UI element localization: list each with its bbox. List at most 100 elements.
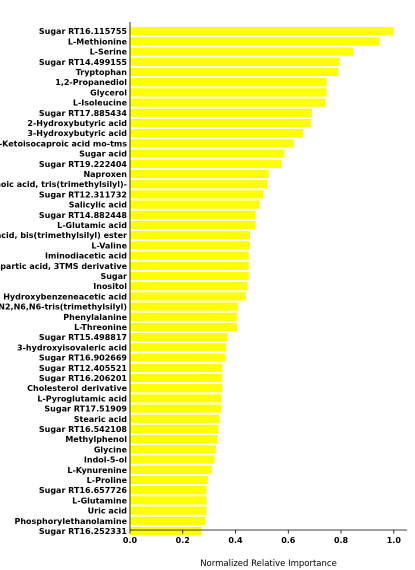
- bar: [130, 445, 216, 454]
- category-label: Methylphenol: [65, 435, 127, 444]
- bar: [130, 343, 227, 352]
- bar: [130, 465, 212, 474]
- bar: [130, 414, 220, 423]
- bar: [130, 78, 327, 87]
- category-label: 1,2-Propanediol: [55, 78, 127, 87]
- x-tick-label: 0.4: [228, 536, 243, 545]
- bar: [130, 159, 282, 168]
- bar: [130, 322, 237, 332]
- bar: [130, 475, 208, 485]
- category-label: Sugar RT14.882448: [39, 211, 128, 220]
- bar: [130, 210, 256, 219]
- bar: [130, 435, 218, 444]
- category-label: Quinolinic acid, bis(trimethylsilyl) est…: [0, 231, 127, 240]
- bar: [130, 139, 294, 148]
- category-label: L-Glutamic acid: [57, 221, 127, 230]
- bar: [130, 149, 285, 158]
- axes-group: [129, 22, 407, 531]
- category-label: Cholesterol derivative: [27, 384, 127, 393]
- bar: [130, 271, 249, 281]
- category-label: Sugar: [100, 272, 127, 281]
- category-label: Sugar RT16.902669: [39, 354, 128, 363]
- bar: [130, 27, 394, 36]
- bar: [130, 312, 237, 321]
- x-tick-label: 0.2: [176, 536, 190, 545]
- category-label: Sugar RT16.542108: [39, 425, 128, 434]
- bar: [130, 67, 339, 77]
- bar: [130, 88, 327, 97]
- category-label: L-Serine: [90, 48, 128, 57]
- bar: [130, 302, 239, 311]
- category-label: Sugar RT17.885434: [39, 109, 128, 118]
- category-label: L-Pyroglutamic acid: [37, 394, 127, 403]
- category-label: L-Valine: [91, 241, 127, 250]
- category-label: L-Lysine, N2,N6,N6-tris(trimethylsilyl): [0, 303, 127, 312]
- category-label: L-Glutamine: [72, 496, 127, 505]
- bar: [130, 384, 223, 393]
- category-label: Glycerol: [90, 88, 127, 97]
- bar: [130, 118, 311, 128]
- category-label: Phenylalanine: [63, 313, 127, 322]
- category-label: Phosphorylethanolamine: [14, 517, 127, 526]
- bar: [130, 241, 251, 250]
- category-label: Sugar RT14.499155: [39, 58, 128, 67]
- x-tick-label: 0.0: [123, 536, 138, 545]
- bar: [130, 282, 248, 291]
- category-label: 2-Hydroxybutyric acid: [27, 119, 127, 128]
- category-label: Salicylic acid: [69, 201, 127, 210]
- category-label: Sugar RT16.252331: [39, 527, 128, 536]
- category-label: Sugar RT15.498817: [39, 333, 127, 342]
- category-label: L-Isoleucine: [73, 99, 128, 108]
- x-tick-label: 0.6: [281, 536, 296, 545]
- category-label: L-Kynurenine: [67, 466, 127, 475]
- bar: [130, 251, 249, 260]
- category-label: 3-hydroxyisovaleric acid: [17, 343, 127, 352]
- bar: [130, 169, 269, 179]
- bar: [130, 333, 228, 342]
- category-label: L-Proline: [87, 476, 128, 485]
- bar: [130, 373, 223, 383]
- category-label: Inositol: [93, 282, 127, 291]
- category-label: Naproxen: [83, 170, 127, 179]
- bar: [130, 486, 207, 495]
- bar: [130, 261, 249, 270]
- bar: [130, 292, 247, 301]
- category-labels-group: Sugar RT16.115755L-MethionineL-SerineSug…: [0, 27, 128, 536]
- bar: [130, 108, 313, 117]
- bar: [130, 231, 251, 240]
- category-label: Uric acid: [88, 507, 128, 516]
- x-axis-label: Normalized Relative Importance: [200, 559, 337, 569]
- category-label: Sugar RT16.115755: [39, 27, 128, 36]
- category-label: Glycine: [94, 445, 128, 454]
- bar: [130, 506, 207, 515]
- bar: [130, 526, 202, 536]
- bar: [130, 129, 303, 138]
- bar: [130, 496, 207, 505]
- bar: [130, 200, 260, 209]
- x-ticks-group: 0.0 0.2 0.4 0.6 0.8 1.0: [123, 530, 401, 545]
- category-label: 2,3-Dihydroxybutanoic acid, tris(trimeth…: [0, 180, 127, 189]
- category-label: 2-Ketoisocaproic acid mo-tms: [0, 139, 127, 148]
- bar: [130, 404, 222, 413]
- category-label: Sugar RT12.311732: [39, 190, 127, 199]
- category-label: Indol-5-ol: [84, 456, 127, 465]
- bar: [130, 455, 215, 464]
- category-label: Hydroxybenzeneacetic acid: [3, 292, 127, 301]
- bar: [130, 37, 380, 46]
- category-label: Stearic acid: [74, 415, 128, 424]
- category-label: Sugar RT16.206201: [39, 374, 128, 383]
- category-label: Sugar acid: [79, 150, 127, 159]
- bar: [130, 220, 256, 230]
- bar: [130, 516, 206, 525]
- category-label: Sugar RT16.657726: [39, 486, 128, 495]
- bar: [130, 180, 268, 189]
- bar: [130, 47, 353, 56]
- x-tick-label: 0.8: [334, 536, 349, 545]
- category-label: Iminodiacetic acid: [45, 252, 127, 261]
- bar: [130, 190, 264, 199]
- category-label: Sugar RT12.405521: [39, 364, 128, 373]
- category-label: Sugar RT17.51909: [44, 405, 127, 414]
- bars-group: [130, 27, 394, 536]
- bar: [130, 353, 225, 362]
